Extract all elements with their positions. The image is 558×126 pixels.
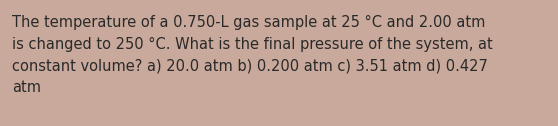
Text: The temperature of a 0.750-L gas sample at 25 °C and 2.00 atm
is changed to 250 : The temperature of a 0.750-L gas sample … [12, 15, 493, 95]
